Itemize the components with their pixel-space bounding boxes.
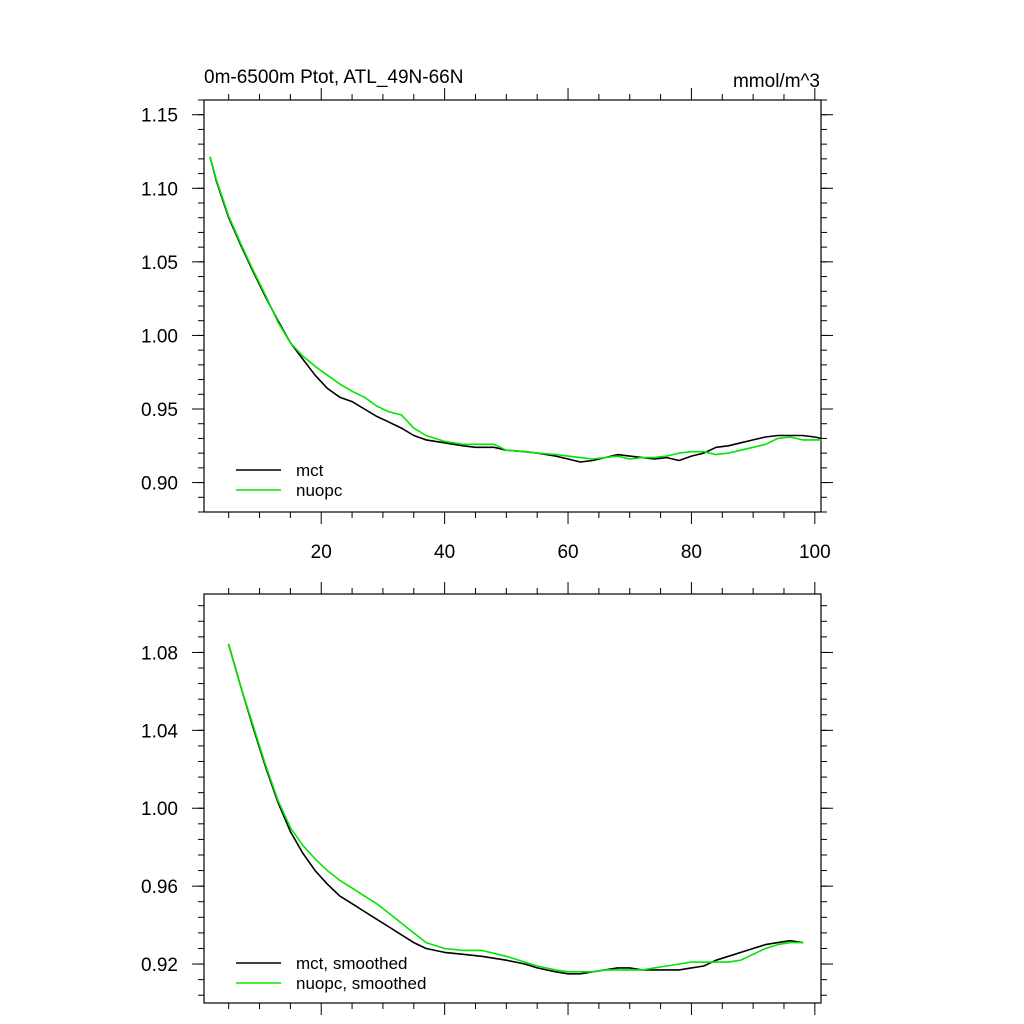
units-label: mmol/m^3 — [733, 71, 820, 92]
y-tick-label: 0.96 — [141, 877, 178, 898]
top-panel: 0m-6500m Ptot, ATL_49N-66N mmol/m^3 20 40… — [141, 67, 833, 563]
series-line-nuopc-smoothed — [227, 643, 804, 973]
plot-frame — [203, 593, 822, 1004]
y-tick-label: 1.04 — [141, 721, 178, 742]
legend-label: mct, smoothed — [296, 954, 408, 973]
chart-title: 0m-6500m Ptot, ATL_49N-66N — [204, 67, 463, 88]
series-line-nuopc — [209, 156, 822, 460]
legend-label: nuopc — [296, 481, 343, 500]
y-tick-label: 1.05 — [141, 253, 178, 274]
y-tick-label: 1.15 — [141, 106, 178, 127]
y-tick-label: 1.08 — [141, 643, 178, 664]
y-tick-label: 0.95 — [141, 400, 178, 421]
x-tick-label: 60 — [557, 542, 578, 563]
y-tick-label: 0.92 — [141, 955, 178, 976]
x-tick-label: 20 — [311, 542, 332, 563]
y-tick-label: 0.90 — [141, 474, 178, 495]
y-tick-label: 1.00 — [141, 799, 178, 820]
x-tick-label: 100 — [799, 542, 831, 563]
legend-label: nuopc, smoothed — [296, 974, 426, 993]
bottom-panel: 0.92 0.96 1.00 1.04 1.08 mct, smoothednuopc, … — [141, 582, 833, 1015]
legend-label: mct — [296, 461, 324, 480]
series-line-mct — [209, 156, 822, 463]
y-tick-label: 1.10 — [141, 179, 178, 200]
x-tick-label: 40 — [434, 542, 455, 563]
y-tick-label: 1.00 — [141, 326, 178, 347]
x-tick-label: 80 — [681, 542, 702, 563]
series-line-mct-smoothed — [227, 643, 804, 975]
